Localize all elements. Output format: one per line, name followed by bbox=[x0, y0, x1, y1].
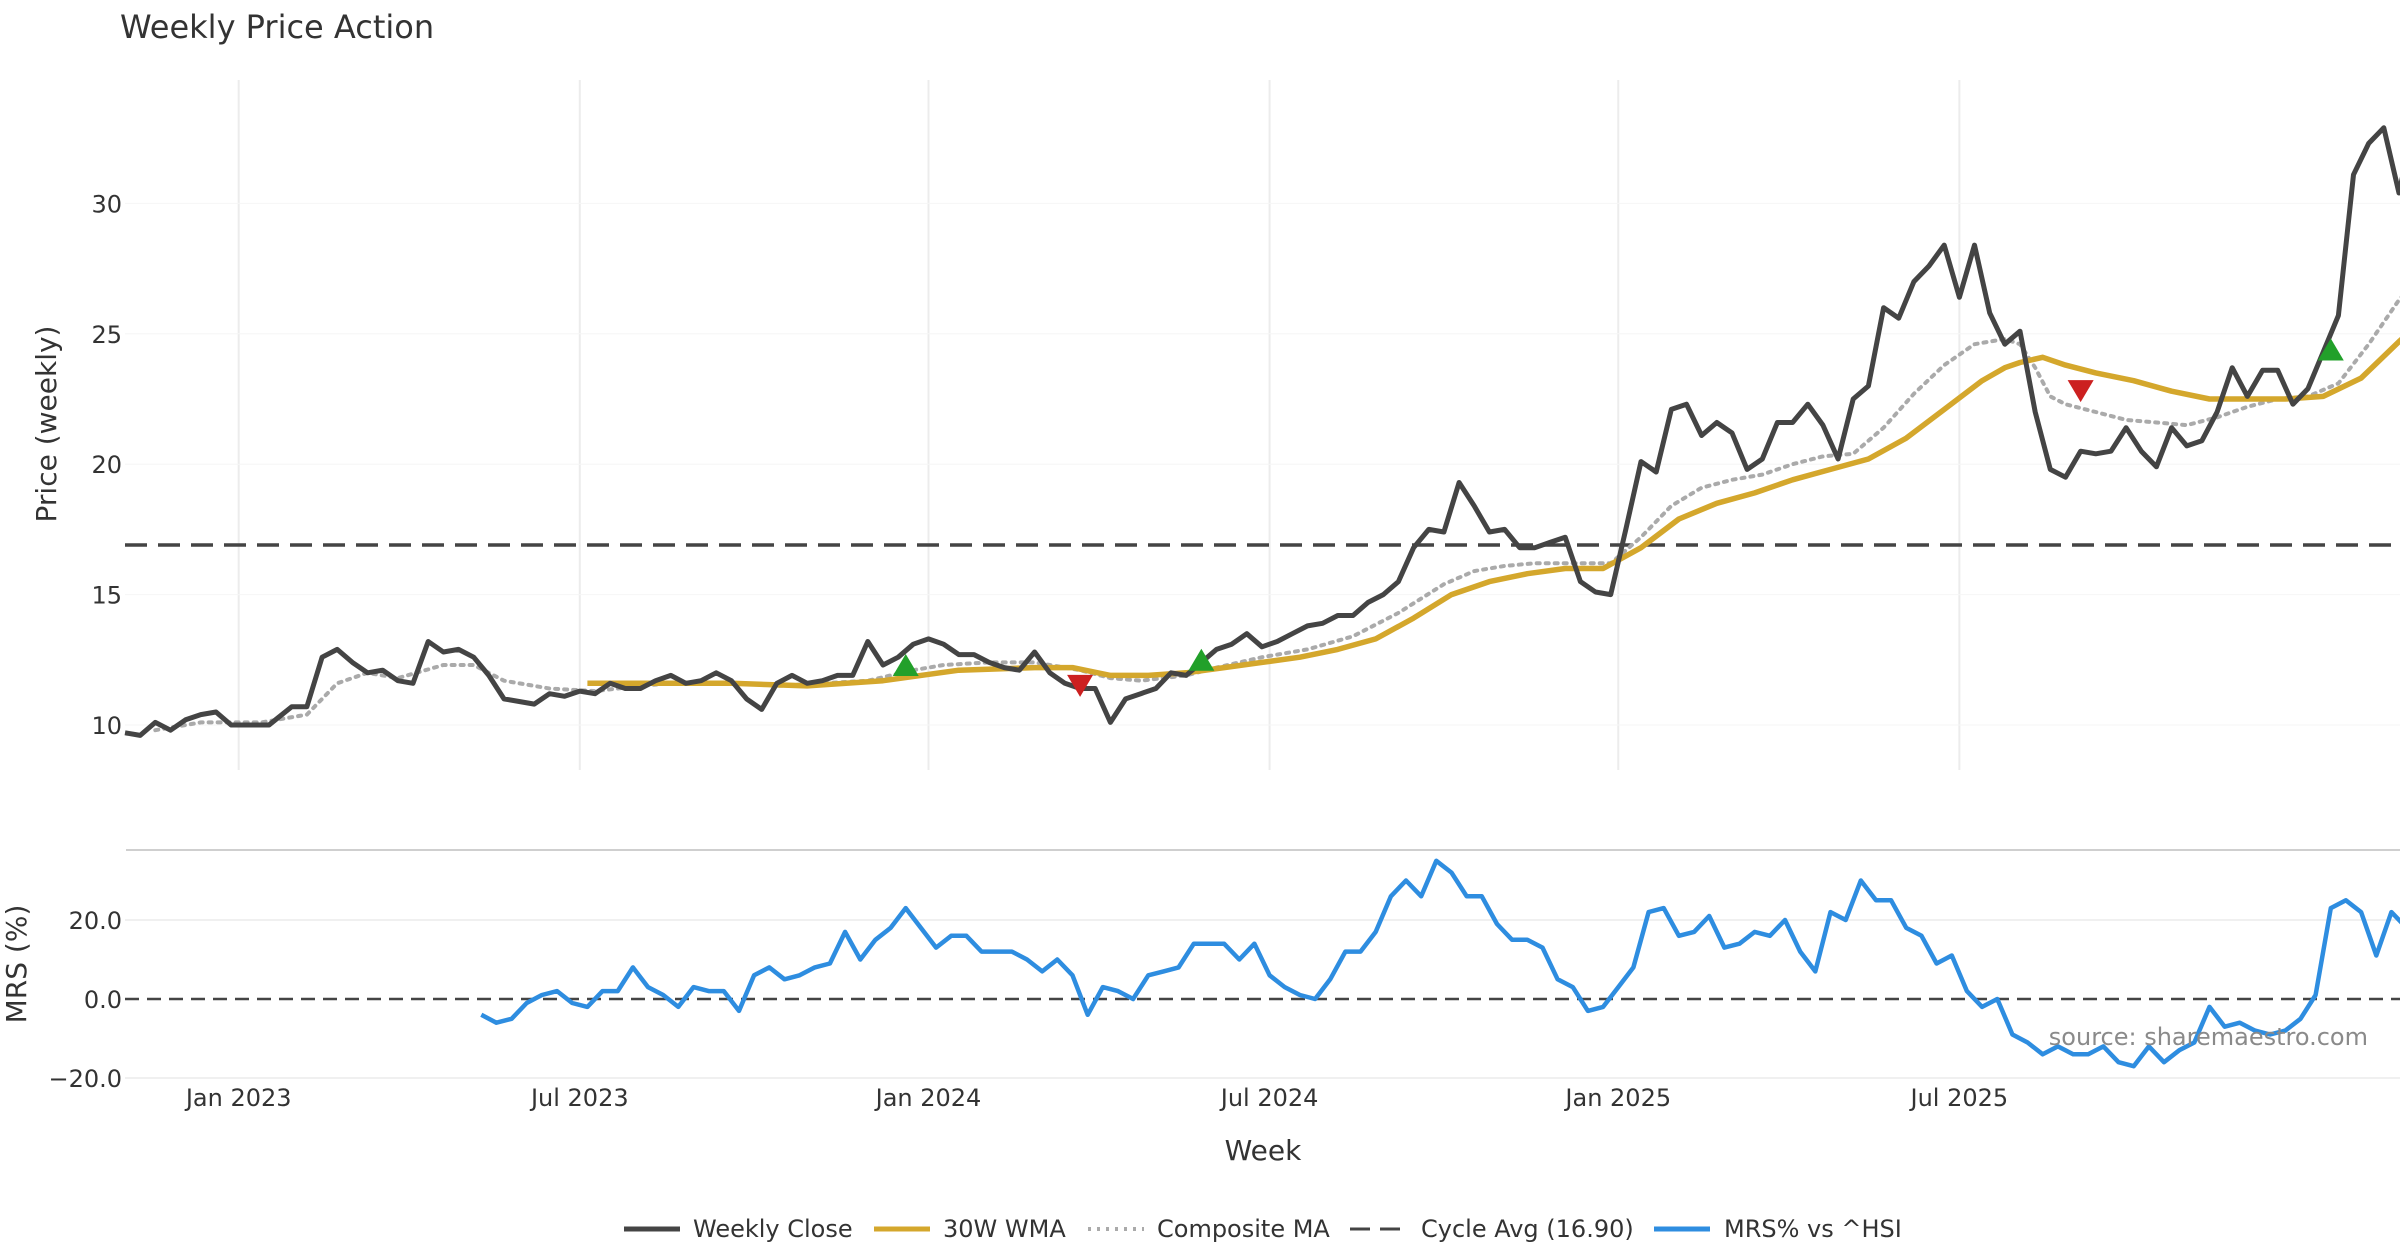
mrs-y-tick-label: 20.0 bbox=[69, 907, 122, 935]
buy-signal-marker bbox=[2317, 338, 2344, 361]
price-y-tick-label: 20 bbox=[91, 451, 122, 479]
legend-label-cycle: Cycle Avg (16.90) bbox=[1421, 1215, 1634, 1243]
sell-signal-marker bbox=[2067, 380, 2094, 403]
legend-label-composite: Composite MA bbox=[1157, 1215, 1330, 1243]
mrs-y-ticks: −20.0 0.0 20.0 bbox=[48, 907, 122, 1093]
mrs-y-axis-title: MRS (%) bbox=[0, 905, 33, 1024]
mrs-y-tick-label: −20.0 bbox=[48, 1065, 122, 1093]
wma-30w-line bbox=[587, 337, 2400, 689]
mrs-panel: −20.0 0.0 20.0 MRS (%) source: sharemaestr… bbox=[0, 858, 2400, 1093]
price-panel: 10 15 20 25 30 Price (weekly) bbox=[30, 80, 2400, 770]
composite-ma-line bbox=[153, 295, 2400, 733]
x-tick-label: Jul 2023 bbox=[529, 1084, 629, 1112]
x-tick-label: Jan 2025 bbox=[1563, 1084, 1671, 1112]
x-tick-label: Jan 2023 bbox=[184, 1084, 292, 1112]
mrs-gridlines bbox=[125, 919, 2400, 1079]
price-y-tick-label: 15 bbox=[91, 582, 122, 610]
price-y-tick-label: 10 bbox=[91, 712, 122, 740]
legend: Weekly Close 30W WMA Composite MA Cycle … bbox=[624, 1215, 1902, 1243]
legend-label-wma: 30W WMA bbox=[943, 1215, 1066, 1243]
x-tick-label: Jul 2025 bbox=[1909, 1084, 2009, 1112]
buy-signal-marker bbox=[892, 654, 919, 677]
buy-signal-marker bbox=[1188, 648, 1215, 671]
legend-label-mrs: MRS% vs ^HSI bbox=[1724, 1215, 1902, 1243]
x-tick-label: Jul 2024 bbox=[1219, 1084, 1319, 1112]
price-y-tick-label: 25 bbox=[91, 321, 122, 349]
price-y-ticks: 10 15 20 25 30 bbox=[91, 190, 122, 740]
legend-label-close: Weekly Close bbox=[693, 1215, 853, 1243]
x-axis-title: Week bbox=[1225, 1134, 1302, 1167]
mrs-line bbox=[480, 858, 2400, 1069]
price-gridlines bbox=[125, 80, 2400, 770]
price-y-tick-label: 30 bbox=[91, 190, 122, 218]
signal-markers bbox=[892, 338, 2344, 697]
mrs-y-tick-label: 0.0 bbox=[84, 986, 122, 1014]
sell-signal-marker bbox=[1067, 674, 1094, 697]
source-label: source: sharemaestro.com bbox=[2049, 1023, 2368, 1051]
weekly-close-line bbox=[124, 125, 2400, 738]
x-tick-label: Jan 2024 bbox=[874, 1084, 982, 1112]
chart-title: Weekly Price Action bbox=[120, 8, 434, 46]
x-ticks: Jan 2023 Jul 2023 Jan 2024 Jul 2024 Jan 2025… bbox=[184, 1084, 2008, 1112]
price-y-axis-title: Price (weekly) bbox=[30, 326, 63, 523]
